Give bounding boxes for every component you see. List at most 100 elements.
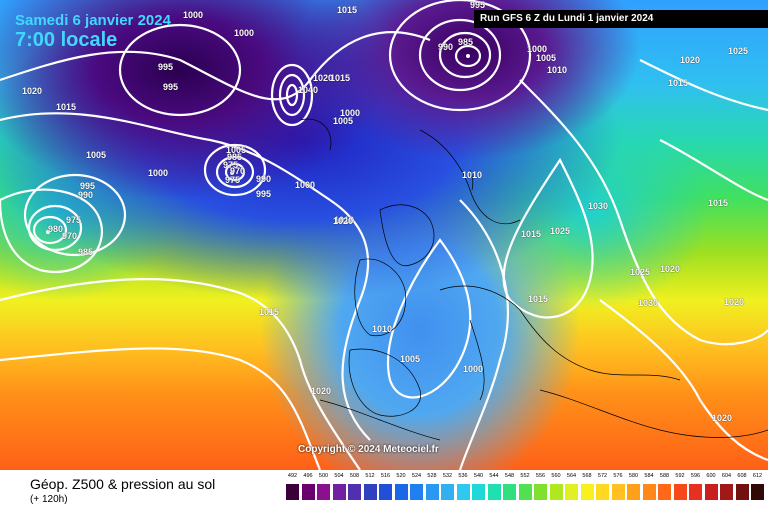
scale-swatch — [689, 484, 702, 500]
scale-tick-label: 540 — [473, 473, 484, 479]
isobar-label: 1000 — [463, 364, 484, 374]
scale-tick-label: 560 — [551, 473, 561, 479]
map-parameter-title: Géop. Z500 & pression au sol — [30, 476, 216, 492]
scale-swatch — [658, 484, 671, 500]
scale-swatch — [704, 484, 718, 500]
isobar-label: 1010 — [462, 170, 483, 180]
scale-swatch — [534, 484, 547, 500]
isobar-label: 1010 — [372, 324, 393, 334]
scale-swatch — [487, 484, 501, 500]
scale-swatch — [673, 484, 687, 500]
model-run-info: Run GFS 6 Z du Lundi 1 janvier 2024 — [474, 10, 768, 28]
scale-swatch — [301, 484, 315, 500]
isobar-label: 985 — [78, 247, 94, 257]
scale-swatch — [503, 484, 516, 500]
isobar-label: 1020 — [333, 216, 354, 226]
isobar-label: 995 — [163, 82, 179, 92]
isobar-label: 990 — [256, 174, 272, 184]
forecast-date: Samedi 6 janvier 2024 — [15, 12, 171, 29]
isobar-label: 990 — [438, 42, 454, 52]
scale-tick-label: 536 — [458, 473, 468, 479]
isobar-label: 1000 — [295, 180, 316, 190]
isobar-label: 1005 — [86, 150, 107, 160]
scale-tick-label: 564 — [566, 473, 577, 479]
isobar-label: 1000 — [340, 108, 361, 118]
scale-tick-label: 588 — [659, 473, 670, 479]
isobar-label: 990 — [78, 190, 94, 200]
forecast-time: 7:00 locale — [15, 29, 118, 51]
map-overlay — [299, 118, 768, 441]
isobar-label: 1030 — [638, 298, 659, 308]
legend-footer: Géop. Z500 & pression au sol (+ 120h) 49… — [0, 470, 768, 512]
scale-swatch — [410, 484, 423, 500]
isobar-label: 995 — [80, 181, 96, 191]
isobar-label: 975 — [223, 160, 239, 170]
isobar-label: 1015 — [330, 73, 351, 83]
scale-tick-label: 504 — [334, 473, 344, 479]
isobar-label: 1005 — [536, 53, 557, 63]
isobar-label: 970 — [62, 231, 78, 241]
isobar-label: 1015 — [56, 102, 77, 112]
isobar-label: 1015 — [708, 198, 729, 208]
scale-swatch — [642, 484, 656, 500]
scale-swatch — [518, 484, 532, 500]
isobar-label: 1030 — [588, 201, 609, 211]
scale-swatch — [363, 484, 377, 500]
isobar-label: 995 — [470, 0, 486, 10]
scale-tick-label: 604 — [721, 473, 732, 479]
scale-tick-label: 532 — [442, 473, 453, 479]
isobar-label: 1020 — [680, 55, 701, 65]
copyright-notice: Copyright © 2024 Meteociel.fr — [298, 444, 439, 455]
isobar-label: 1015 — [521, 229, 542, 239]
scale-swatch — [472, 484, 485, 500]
isobar-label: 1010 — [547, 65, 568, 75]
isobar-label: 1000 — [234, 28, 255, 38]
scale-tick-label: 520 — [396, 473, 406, 479]
scale-swatch — [379, 484, 392, 500]
isobar-label: 985 — [227, 152, 243, 162]
isobar-label: 975 — [225, 175, 241, 185]
isobar-label: 1015 — [259, 307, 280, 317]
scale-tick-label: 600 — [706, 473, 716, 479]
scale-swatch — [348, 484, 361, 500]
isobar-label: 1020 — [712, 413, 733, 423]
scale-tick-label: 612 — [752, 473, 763, 479]
scale-tick-label: 576 — [613, 473, 623, 479]
scale-swatch — [456, 484, 470, 500]
isobar-label: 1025 — [630, 267, 651, 277]
isobar-label: 975 — [66, 215, 82, 225]
scale-swatch — [394, 484, 408, 500]
isobar-label: 1005 — [333, 116, 354, 126]
isobar-label: 1020 — [311, 386, 332, 396]
scale-tick-label: 552 — [520, 473, 530, 479]
scale-swatch — [580, 484, 594, 500]
scale-tick-label: 580 — [628, 473, 639, 479]
scale-swatch — [549, 484, 563, 500]
isobar-label: 1020 — [724, 297, 745, 307]
isobar-label: 980 — [48, 224, 64, 234]
isobar-label: 1000 — [527, 44, 548, 54]
scale-swatch — [751, 484, 764, 500]
scale-tick-label: 568 — [582, 473, 592, 479]
scale-tick-label: 528 — [427, 473, 437, 479]
valid-time-block: Samedi 6 janvier 2024 7:00 locale — [15, 12, 171, 52]
scale-swatch — [317, 484, 330, 500]
isobar-label: 985 — [458, 37, 474, 47]
scale-tick-label: 524 — [411, 473, 422, 479]
scale-tick-label: 500 — [318, 473, 329, 479]
isobar-label: 1015 — [337, 5, 358, 15]
isobar-label: 1005 — [400, 354, 421, 364]
scale-swatch — [735, 484, 749, 500]
scale-tick-label: 496 — [303, 473, 313, 479]
isobar-label: 1000 — [148, 168, 169, 178]
scale-swatch — [425, 484, 439, 500]
isobar-label: 1025 — [728, 46, 749, 56]
scale-tick-label: 544 — [489, 473, 499, 479]
scale-tick-label: 556 — [535, 473, 546, 479]
scale-tick-label: 508 — [349, 473, 360, 479]
forecast-lead-time: (+ 120h) — [30, 494, 68, 505]
isobar-label: 995 — [158, 62, 174, 72]
isobar-label: 1025 — [550, 226, 571, 236]
scale-swatch — [441, 484, 454, 500]
scale-swatch — [627, 484, 640, 500]
